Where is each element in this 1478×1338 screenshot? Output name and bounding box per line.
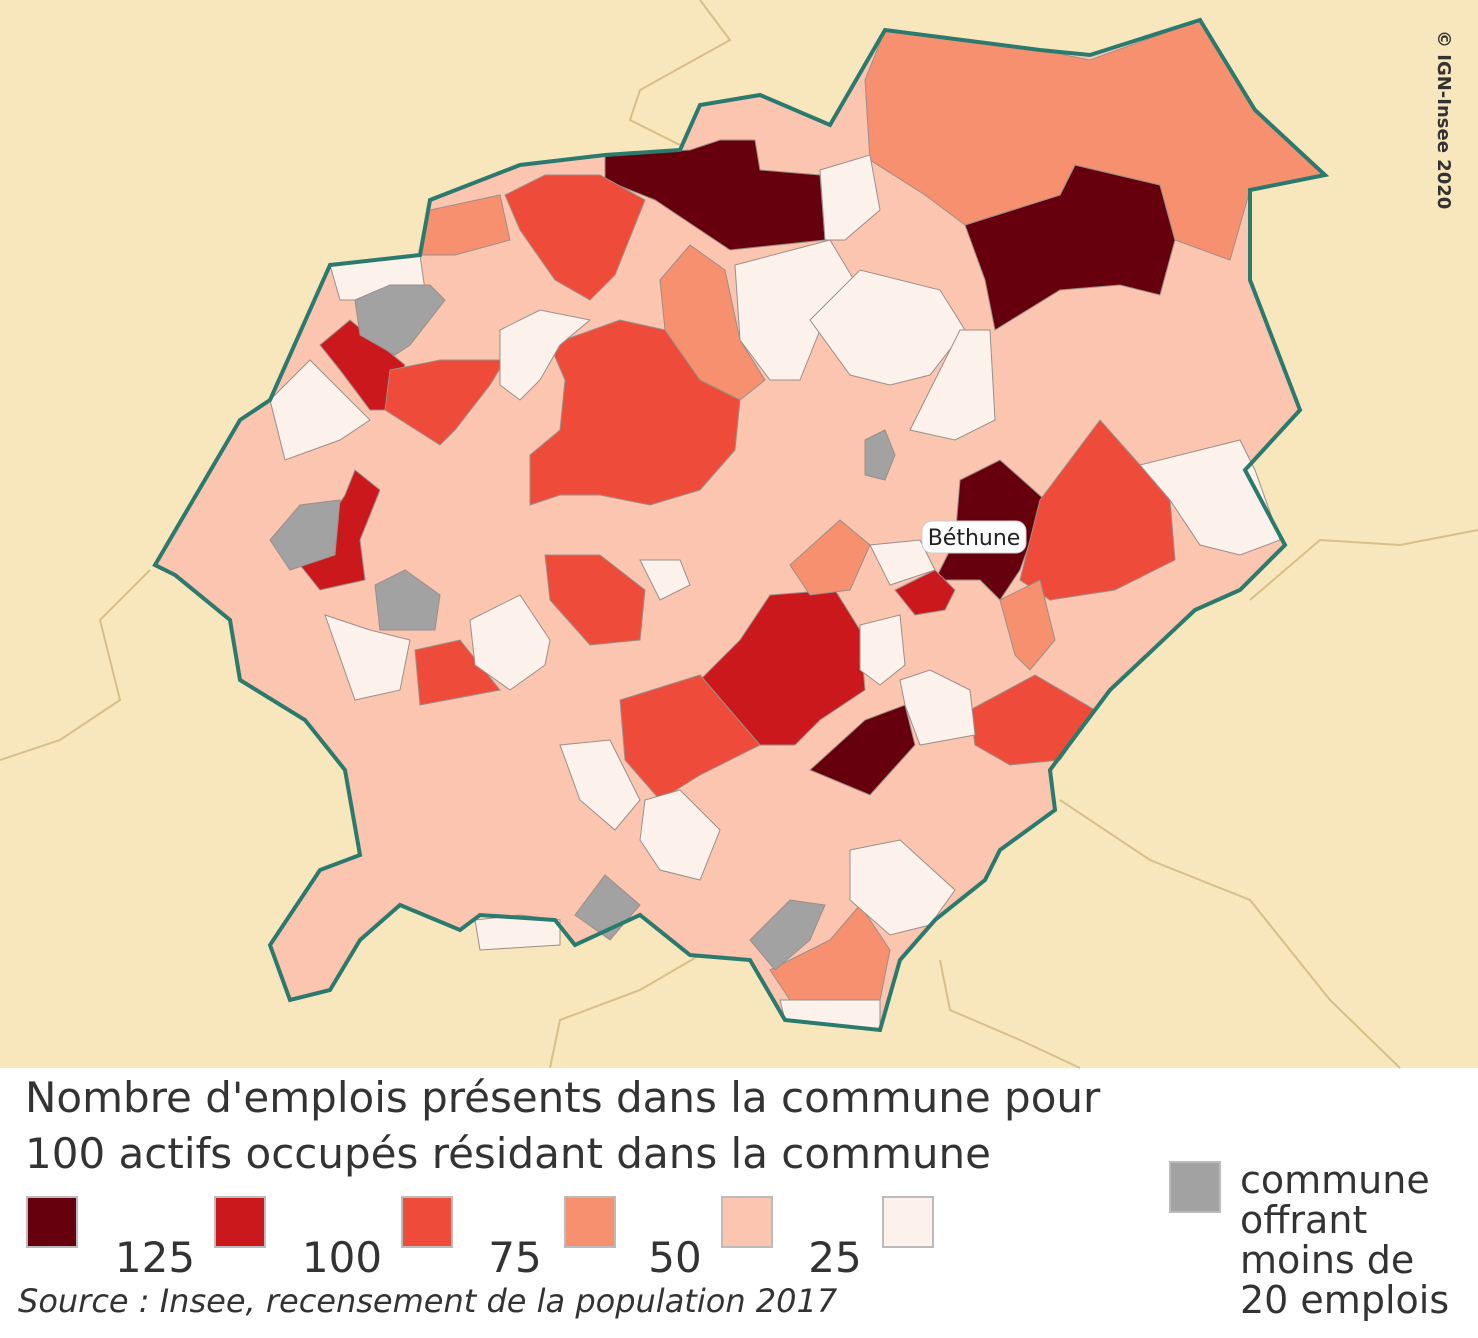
legend-swatch: [882, 1196, 934, 1248]
commune: [999, 579, 1056, 671]
commune: [559, 739, 641, 831]
legend-break: 75: [488, 1233, 541, 1282]
commune: [639, 789, 721, 881]
commune: [899, 669, 976, 746]
legend-break: 125: [115, 1233, 195, 1282]
commune: [734, 239, 861, 381]
legend-no-data-label: 20 emplois: [1240, 1278, 1449, 1322]
commune: [384, 359, 506, 446]
credit: © IGN-Insee 2020: [1433, 30, 1454, 209]
commune: [909, 329, 996, 441]
map: [152, 17, 1330, 1033]
commune: [499, 309, 592, 401]
place-label-box: [921, 520, 1027, 554]
legend-title: 100 actifs occupés résidant dans la comm…: [25, 1129, 991, 1178]
legend-title: Nombre d'emplois présents dans la commun…: [25, 1073, 1101, 1122]
commune: [809, 269, 966, 386]
commune: [469, 594, 551, 691]
source: Source : Insee, recensement de la popula…: [18, 1282, 838, 1320]
commune: [969, 674, 1096, 766]
commune: [859, 614, 906, 686]
commune: [504, 174, 646, 301]
commune: [864, 19, 1327, 261]
commune: [269, 359, 371, 461]
commune: [354, 284, 446, 356]
legend-no-data-label: moins de: [1240, 1238, 1414, 1282]
commune: [869, 539, 936, 586]
commune: [809, 704, 916, 796]
legend-swatch: [214, 1196, 266, 1248]
legend-swatch: [564, 1196, 616, 1248]
legend-swatch: [401, 1196, 453, 1248]
commune: [414, 639, 501, 706]
legend-break: 100: [302, 1233, 382, 1282]
legend-break: 25: [808, 1233, 861, 1282]
region-outline: [152, 17, 1330, 1033]
commune: [894, 569, 956, 616]
commune: [864, 429, 896, 481]
legend-no-data-label: offrant: [1240, 1198, 1367, 1242]
place-marker: Béthune: [921, 520, 1027, 554]
legend-swatch-no-data: [1169, 1161, 1221, 1213]
commune: [749, 899, 826, 971]
legend-break: 50: [648, 1233, 701, 1282]
commune: [269, 499, 341, 571]
commune: [544, 554, 646, 646]
commune: [789, 519, 871, 596]
legend-swatch: [721, 1196, 773, 1248]
commune: [324, 614, 411, 701]
legend-no-data-label: commune: [1240, 1158, 1430, 1202]
commune: [374, 569, 441, 631]
commune: [659, 244, 766, 401]
commune: [639, 559, 691, 601]
legend-swatch: [26, 1196, 78, 1248]
outer-borders: [0, 0, 1478, 1069]
place-label: Béthune: [928, 526, 1021, 551]
commune: [819, 154, 881, 241]
commune: [619, 674, 761, 801]
